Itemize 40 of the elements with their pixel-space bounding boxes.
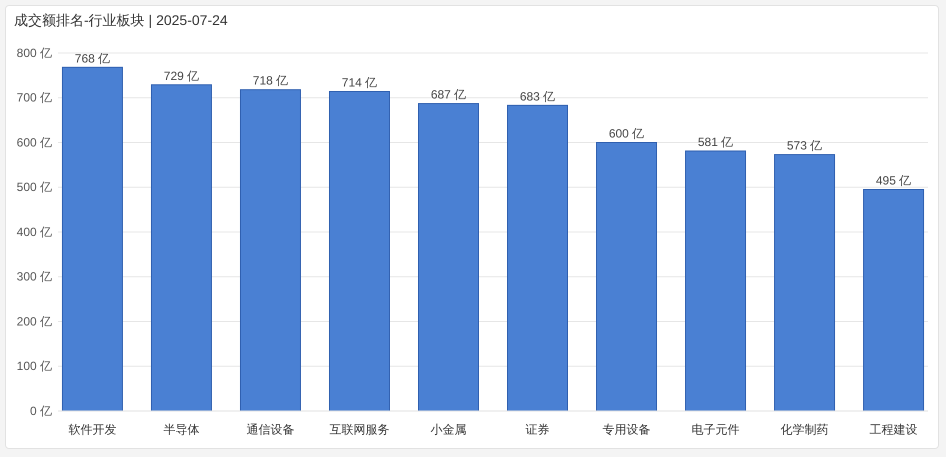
bar (863, 188, 924, 412)
data-label: 495 亿 (876, 173, 912, 188)
x-tick-label: 工程建设 (870, 422, 918, 437)
y-tick-label: 600 亿 (16, 135, 52, 150)
x-tick-label: 互联网服务 (329, 422, 390, 437)
y-tick-label: 500 亿 (16, 180, 52, 194)
bar (596, 142, 658, 412)
y-tick-label: 400 亿 (16, 224, 52, 239)
bar (328, 90, 390, 412)
y-tick-label: 800 亿 (16, 46, 52, 60)
x-tick-label: 半导体 (163, 422, 200, 437)
x-tick-label: 通信设备 (246, 422, 294, 437)
x-tick-label: 化学制药 (780, 422, 829, 437)
x-tick-label: 专用设备 (602, 422, 651, 437)
bar (685, 150, 746, 412)
data-label: 600 亿 (608, 126, 644, 140)
bar (240, 89, 301, 412)
y-tick-label: 200 亿 (16, 314, 52, 328)
y-tick-label: 100 亿 (16, 359, 52, 374)
bar (62, 66, 123, 412)
y-tick-label: 700 亿 (16, 90, 52, 105)
y-tick-label: 0 亿 (30, 404, 52, 418)
x-tick-label: 软件开发 (68, 422, 116, 437)
data-label: 718 亿 (252, 74, 288, 88)
chart-title: 成交额排名-行业板块 | 2025-07-24 (14, 12, 228, 28)
bar (418, 103, 479, 412)
data-label: 729 亿 (164, 68, 200, 83)
data-label: 714 亿 (342, 75, 378, 90)
data-label: 581 亿 (698, 135, 734, 150)
bar (150, 84, 212, 412)
x-tick-label: 小金属 (430, 422, 466, 437)
bar (507, 104, 568, 412)
data-label: 768 亿 (74, 51, 110, 66)
y-tick-label: 300 亿 (16, 270, 52, 284)
bar (774, 154, 836, 412)
x-tick-label: 电子元件 (692, 422, 740, 437)
data-label: 683 亿 (520, 89, 556, 104)
data-label: 687 亿 (430, 88, 466, 102)
data-label: 573 亿 (786, 138, 822, 153)
x-tick-label: 证券 (526, 422, 550, 437)
